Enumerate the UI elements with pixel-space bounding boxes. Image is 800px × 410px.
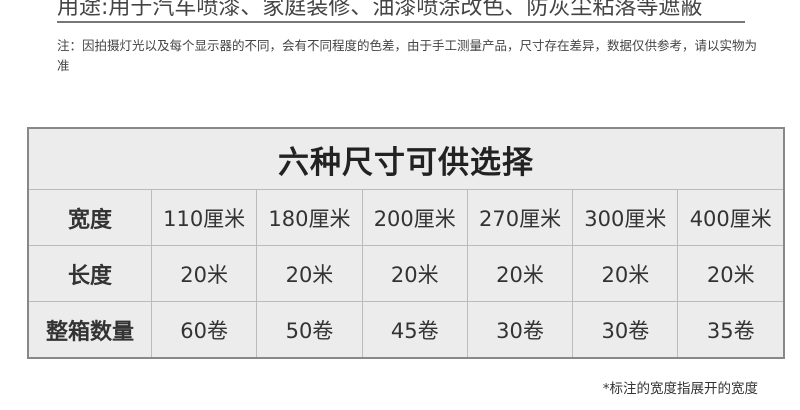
table-cell: 50卷	[256, 301, 363, 359]
table-cell: 20米	[677, 245, 785, 302]
table-cell: 300厘米	[572, 189, 679, 246]
table-cell: 35卷	[677, 301, 785, 359]
row-label: 整箱数量	[27, 301, 152, 359]
table-row: 整箱数量 60卷 50卷 45卷 30卷 30卷 35卷	[27, 301, 785, 359]
row-label: 宽度	[27, 189, 152, 246]
table-cell: 200厘米	[361, 189, 468, 246]
footnote: *标注的宽度指展开的宽度	[602, 381, 758, 397]
table-cell: 400厘米	[677, 189, 785, 246]
table-row: 长度 20米 20米 20米 20米 20米 20米	[27, 245, 785, 302]
table-cell: 270厘米	[466, 189, 574, 246]
table-cell: 30卷	[572, 301, 679, 359]
table-row: 宽度 110厘米 180厘米 200厘米 270厘米 300厘米 400厘米	[27, 189, 785, 246]
table-title: 六种尺寸可供选择	[27, 127, 785, 190]
table-cell: 20米	[572, 245, 679, 302]
size-table: 六种尺寸可供选择 宽度 110厘米 180厘米 200厘米 270厘米 300厘米 400厘…	[27, 127, 785, 359]
table-cell: 30卷	[466, 301, 574, 359]
row-label: 长度	[27, 245, 152, 302]
table-cell: 45卷	[361, 301, 468, 359]
disclaimer-note: 注：因拍摄灯光以及每个显示器的不同，会有不同程度的色差，由于手工测量产品，尺寸存…	[57, 38, 758, 73]
table-cell: 110厘米	[150, 189, 258, 246]
divider	[57, 21, 745, 23]
usage-text: 用途:用于汽车喷漆、家庭装修、油漆喷涂改色、防灰尘粘落等遮蔽	[57, 0, 703, 20]
table-cell: 20米	[361, 245, 468, 302]
table-cell: 20米	[466, 245, 574, 302]
table-cell: 20米	[150, 245, 258, 302]
table-cell: 20米	[256, 245, 363, 302]
table-cell: 180厘米	[256, 189, 363, 246]
table-cell: 60卷	[150, 301, 258, 359]
